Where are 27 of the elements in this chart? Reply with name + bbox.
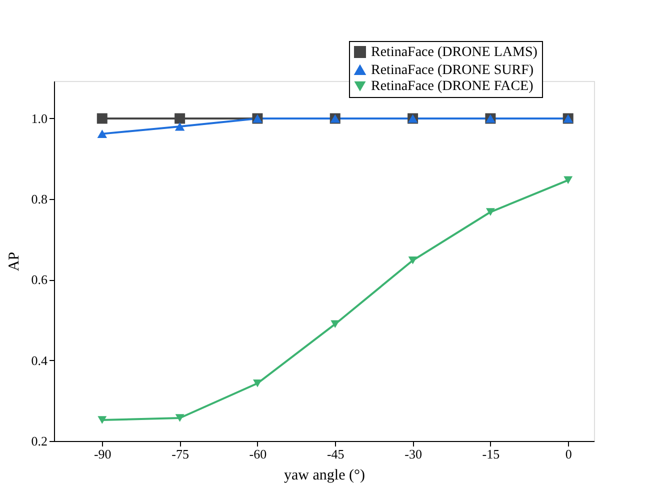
point <box>174 122 185 131</box>
point <box>98 416 107 424</box>
point <box>96 113 108 124</box>
x-tick-label: -45 <box>326 446 344 462</box>
point <box>486 208 495 216</box>
legend-label: RetinaFace (DRONE LAMS) <box>371 45 538 60</box>
point <box>564 176 573 184</box>
y-tick-label: 0.2 <box>31 434 48 448</box>
x-tick-label: -60 <box>249 446 267 462</box>
point <box>253 379 262 388</box>
point <box>97 130 108 138</box>
y-tick-label: 0.4 <box>31 352 48 368</box>
y-tick-label: 0.6 <box>31 272 48 288</box>
x-tick-label: -30 <box>404 446 422 462</box>
point <box>408 256 418 264</box>
x-axis-title: yaw angle (°) <box>284 468 365 484</box>
point <box>175 414 184 422</box>
y-tick-label: 1.0 <box>31 110 48 126</box>
x-tick-label: 0 <box>565 446 572 462</box>
x-tick-label: -15 <box>482 446 500 462</box>
y-axis-title: AP <box>6 252 22 272</box>
legend-label: RetinaFace (DRONE SURF) <box>371 63 534 78</box>
x-tick-label: -75 <box>172 446 189 462</box>
point <box>174 113 186 124</box>
legend-label: RetinaFace (DRONE FACE) <box>371 79 534 94</box>
x-tick-label: -90 <box>94 446 112 462</box>
y-tick-label: 0.8 <box>31 192 48 207</box>
